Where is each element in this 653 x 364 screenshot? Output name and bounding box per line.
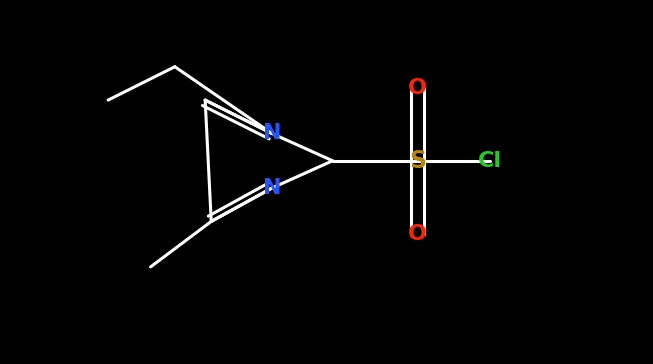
Text: N: N	[263, 123, 281, 143]
Text: O: O	[408, 223, 427, 244]
Text: S: S	[409, 149, 426, 173]
Text: O: O	[408, 78, 427, 98]
Text: N: N	[263, 178, 281, 198]
Text: Cl: Cl	[478, 151, 502, 171]
